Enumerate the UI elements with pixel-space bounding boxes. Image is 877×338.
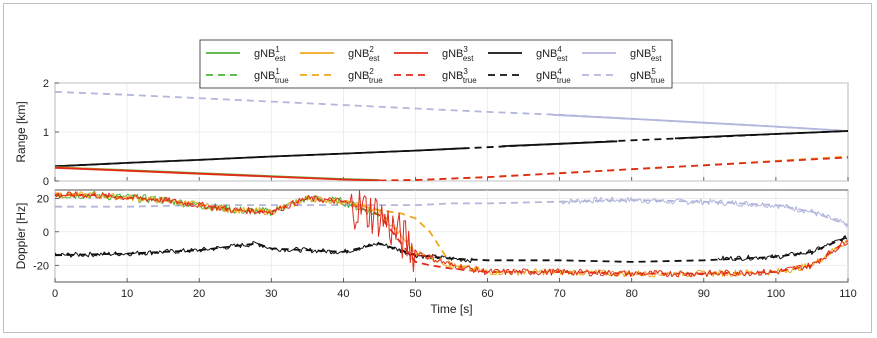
legend-label-1: gNB2 est <box>348 45 380 63</box>
doppler-xtick-label-7: 70 <box>554 288 566 300</box>
doppler-xtick-label-10: 100 <box>767 288 785 300</box>
legend: gNB1 est gNB2 est gNB3 est gNB4 est gNB5 est gNB1 t… <box>199 39 673 89</box>
doppler-xtick-label-4: 40 <box>337 288 349 300</box>
doppler-xtick-label-11: 110 <box>839 288 857 300</box>
range-ylabel: Range [km] <box>14 101 28 162</box>
range-ytick-label-2: 2 <box>43 78 49 90</box>
legend-box <box>199 39 673 89</box>
range-series-r5_est <box>552 113 848 132</box>
doppler-xlabel: Time [s] <box>430 302 472 316</box>
doppler-xtick-label-8: 80 <box>626 288 638 300</box>
range-series-group <box>55 90 848 181</box>
doppler-xtick-label-9: 90 <box>698 288 710 300</box>
range-ytick-label-1: 1 <box>43 127 49 139</box>
doppler-ytick-label-2: 20 <box>37 193 49 205</box>
doppler-xtick-label-1: 10 <box>121 288 133 300</box>
doppler-panel: -20 0 20 Doppler [Hz] <box>14 189 849 283</box>
legend-label-6: gNB2 true <box>348 67 383 85</box>
range-series-r3_true <box>379 156 848 181</box>
doppler-series-d4_est_b <box>717 235 848 261</box>
range-series-r4_est_c <box>674 130 848 140</box>
legend-label-5: gNB1 true <box>254 67 289 85</box>
doppler-series-d5_true <box>55 199 848 226</box>
legend-label-0: gNB1 est <box>254 45 286 63</box>
doppler-series-d2_est <box>55 191 848 278</box>
doppler-series-d3_est <box>55 190 848 278</box>
doppler-xtick-label-0: 0 <box>52 288 58 300</box>
legend-label-2: gNB3 est <box>442 45 474 63</box>
range-series-r4_est <box>55 147 466 168</box>
legend-label-9: gNB5 true <box>630 67 665 85</box>
range-series-r3_est <box>55 166 380 181</box>
range-ytick-label-0: 0 <box>43 176 49 188</box>
doppler-xtick-label-6: 60 <box>481 288 493 300</box>
doppler-series-group <box>55 190 848 278</box>
doppler-xtick-label-3: 30 <box>265 288 277 300</box>
doppler-ylabel: Doppler [Hz] <box>14 203 28 270</box>
doppler-xtick-label-2: 20 <box>193 288 205 300</box>
range-series-r4_est_b <box>501 140 618 148</box>
range-panel: 0 1 2 Range [km] <box>14 78 849 188</box>
legend-label-8: gNB4 true <box>536 67 571 85</box>
legend-label-4: gNB5 est <box>630 45 662 63</box>
legend-label-3: gNB4 est <box>536 45 568 63</box>
doppler-series-d4_true <box>55 235 848 263</box>
legend-label-7: gNB3 true <box>442 67 477 85</box>
doppler-series-d5_est <box>559 196 848 228</box>
doppler-xtick-label-5: 50 <box>409 288 421 300</box>
doppler-ytick-label-0: -20 <box>33 260 49 272</box>
doppler-ytick-label-1: 0 <box>43 227 49 239</box>
